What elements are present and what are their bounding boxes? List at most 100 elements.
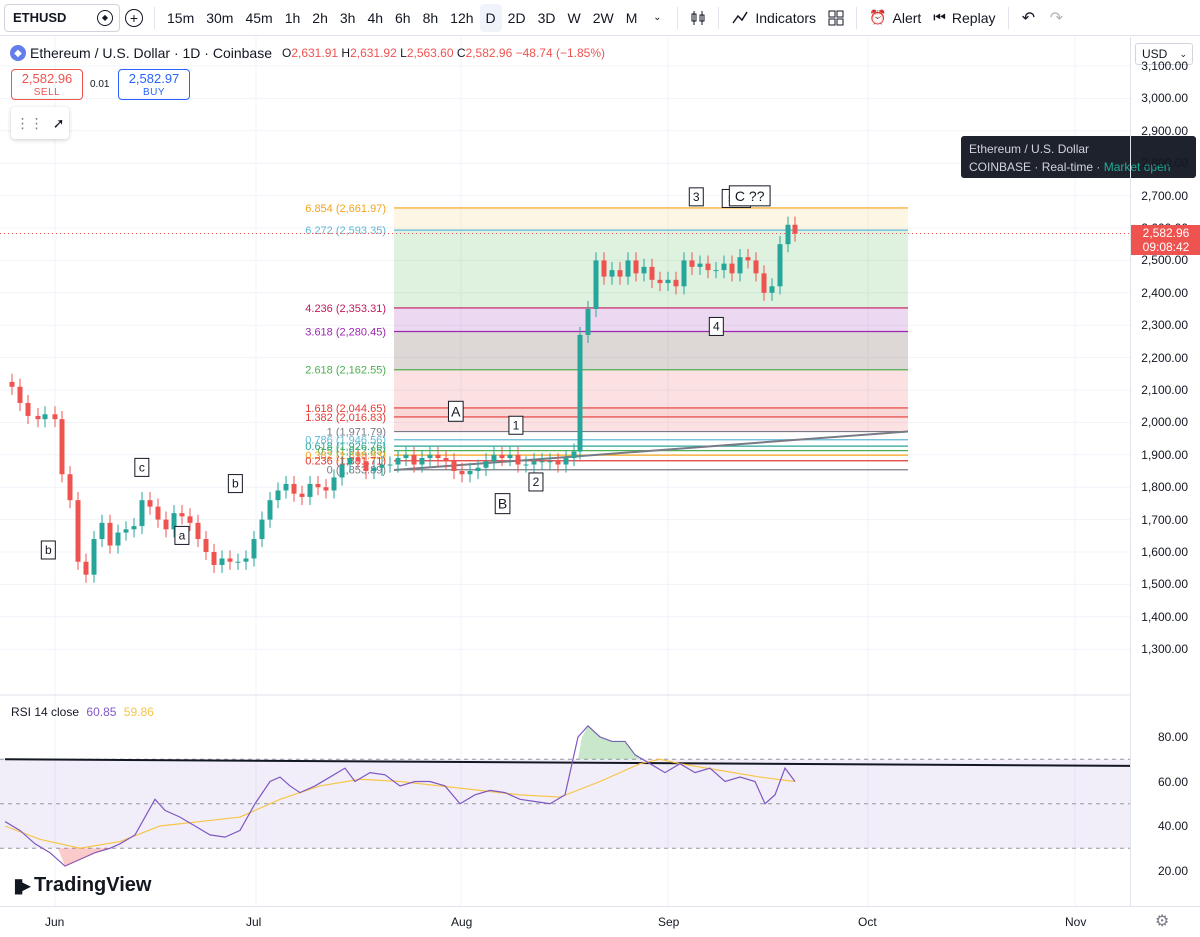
candle-body xyxy=(139,500,145,527)
indicators-button[interactable]: Indicators xyxy=(725,4,822,32)
alert-button[interactable]: ⏰ Alert xyxy=(863,4,927,32)
candle-body xyxy=(52,414,58,420)
candle-body xyxy=(299,493,305,497)
interval-button[interactable]: D xyxy=(479,3,502,32)
interval-button[interactable]: 8h xyxy=(422,9,439,26)
candle-body xyxy=(179,513,185,517)
price-axis-label: 2,000.00 xyxy=(1141,415,1188,430)
interval-button[interactable]: 12h xyxy=(450,9,474,26)
fib-zone xyxy=(394,416,908,432)
candle-body xyxy=(769,286,775,293)
interval-button[interactable]: W xyxy=(567,9,581,26)
wave-label: a xyxy=(179,528,186,542)
undo-button[interactable]: ↶ xyxy=(1015,4,1043,32)
candle-body xyxy=(777,244,783,287)
candle-body xyxy=(729,263,735,274)
replay-label: Replay xyxy=(951,9,996,26)
buy-label: BUY xyxy=(142,87,166,98)
candle-body xyxy=(227,558,233,562)
legend-title: Ethereum / U.S. Dollar · 1D · Coinbase xyxy=(30,45,272,61)
candle-body xyxy=(563,458,569,465)
interval-button[interactable]: 2D xyxy=(507,9,526,26)
candle-body xyxy=(617,270,623,277)
toolbar-divider xyxy=(154,6,155,29)
toolbar-divider xyxy=(718,6,720,29)
price-axis[interactable]: USD ⌄ 3,100.00 3,000.00 2,900.00 2,800.00 2,… xyxy=(1130,37,1200,907)
candle-body xyxy=(25,402,31,416)
chart-pane[interactable]: 6.854 (2,661.97) 6.272 (2,593.35) 4.236 (2… xyxy=(0,37,1196,907)
fib-label: 0.618 (1,926.76) xyxy=(305,441,386,453)
low-value: 2,563.60 xyxy=(406,46,454,60)
alert-label: Alert xyxy=(892,9,922,26)
rsi-axis-label: 80.00 xyxy=(1157,730,1188,744)
symbol-tooltip: Ethereum / U.S. Dollar COINBASE · Real-t… xyxy=(961,136,1196,178)
candle-body xyxy=(211,552,217,565)
interval-button[interactable]: 3D xyxy=(537,9,556,26)
candle-body xyxy=(753,260,759,274)
tooltip-feed: Real-time xyxy=(1041,160,1094,174)
candle-body xyxy=(483,461,489,468)
toolbar-divider xyxy=(856,6,858,29)
fib-label: 0.5 (1,912.85) xyxy=(318,446,387,458)
interval-button[interactable]: 1h xyxy=(284,9,301,26)
interval-button[interactable]: 15m xyxy=(167,9,195,26)
floating-toolbar[interactable]: ⋮⋮ ➚ xyxy=(11,107,69,139)
wave-label-box xyxy=(40,540,56,560)
candle-body xyxy=(35,415,41,420)
time-axis[interactable]: Jun Jul Aug Sep Oct Nov ⚙ xyxy=(0,906,1200,937)
redo-button[interactable]: ↷ xyxy=(1043,4,1071,32)
fib-label: 6.854 (2,661.97) xyxy=(305,203,386,215)
tradingview-logo[interactable]: ▮▸ TradingView xyxy=(13,873,152,898)
time-axis-label: Oct xyxy=(858,915,877,929)
sell-button[interactable]: 2,582.96 SELL xyxy=(11,69,83,100)
tradingview-logo-icon: ▮▸ xyxy=(13,875,31,897)
rsi-band xyxy=(0,759,1130,849)
candle-body xyxy=(641,266,647,274)
spread-value: 0.01 xyxy=(90,79,110,90)
replay-button[interactable]: ⏮ Replay xyxy=(927,4,1001,32)
candle-body xyxy=(291,483,297,494)
wave-label: B xyxy=(498,496,507,512)
layouts-button[interactable] xyxy=(822,4,850,32)
interval-button[interactable]: 45m xyxy=(245,9,273,26)
top-toolbar: ETHUSD ◆ + 15m 30m 45m 1h 2h 3h 4h 6h 8h 12h D 2D 3D… xyxy=(0,0,1200,36)
candle-body xyxy=(42,414,48,420)
indicators-icon xyxy=(732,11,748,23)
currency-selector[interactable]: USD ⌄ xyxy=(1135,43,1193,65)
plus-icon: + xyxy=(125,8,143,27)
gear-icon[interactable]: ⚙ xyxy=(1155,913,1170,930)
cursor-icon[interactable]: ➚ xyxy=(52,114,65,131)
interval-button[interactable]: 30m xyxy=(206,9,234,26)
candle-body xyxy=(515,454,521,465)
candle-body xyxy=(131,526,137,530)
price-axis-label: 1,600.00 xyxy=(1141,545,1188,559)
fib-label: 1.382 (2,016.83) xyxy=(305,412,386,424)
interval-button[interactable]: 4h xyxy=(367,9,384,26)
buy-button[interactable]: 2,582.97 BUY xyxy=(118,69,190,100)
drag-handle-icon[interactable]: ⋮⋮ xyxy=(15,114,44,131)
candle-body xyxy=(195,522,201,540)
rsi-legend: RSI 14 close 60.85 59.86 xyxy=(11,705,154,719)
wave-label: 4 xyxy=(713,319,720,333)
candle-body xyxy=(555,461,561,465)
fib-zone xyxy=(394,207,908,231)
rsi-axis-label: 20.00 xyxy=(1157,863,1188,878)
candle-body xyxy=(745,257,751,261)
interval-button[interactable]: 3h xyxy=(339,9,356,26)
interval-button[interactable]: 2h xyxy=(312,9,328,26)
fib-zone xyxy=(394,369,908,408)
fib-label: 1 (1,971.79) xyxy=(327,427,386,439)
close-key: C xyxy=(456,46,466,60)
interval-button[interactable]: 6h xyxy=(395,9,411,26)
interval-button[interactable]: 2W xyxy=(592,9,614,26)
candle-body xyxy=(649,266,655,280)
wave-label: b xyxy=(232,477,239,491)
compare-button[interactable]: + xyxy=(120,4,148,32)
wave-label-box xyxy=(528,472,544,492)
candles-chart-type-button[interactable] xyxy=(684,4,712,32)
alarm-clock-icon: ⏰ xyxy=(869,9,887,25)
symbol-search[interactable]: ETHUSD ◆ xyxy=(4,3,120,32)
interval-button[interactable]: M xyxy=(625,9,638,26)
interval-dropdown-button[interactable]: ⌄ xyxy=(653,12,662,23)
